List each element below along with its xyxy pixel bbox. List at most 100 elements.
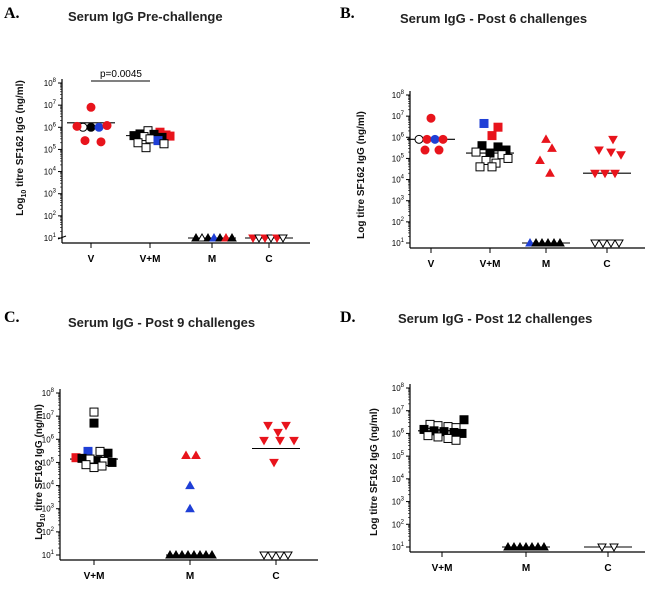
- x-tick-label: C: [603, 259, 610, 270]
- x-tick-label: M: [208, 254, 216, 265]
- y-tick-label: 103: [392, 497, 405, 507]
- y-tick-label: 103: [392, 196, 405, 206]
- y-tick-label: 102: [392, 217, 405, 227]
- y-tick-label: 102: [42, 527, 55, 537]
- x-tick-label: V+M: [84, 571, 105, 582]
- data-point: [488, 163, 496, 171]
- y-axis-label: Log10 titre SF162 IgG (ng/ml): [15, 80, 28, 216]
- data-point: [494, 123, 502, 131]
- y-tick-label: 108: [42, 388, 55, 398]
- data-point: [98, 462, 106, 470]
- data-point: [264, 422, 272, 429]
- data-point: [134, 139, 142, 147]
- y-tick-label: 104: [392, 474, 405, 484]
- x-tick-label: V: [88, 254, 95, 265]
- data-point: [268, 552, 276, 559]
- data-point: [276, 437, 284, 444]
- y-tick-label: 105: [42, 457, 55, 467]
- chart-title: Serum IgG - Post 12 challenges: [398, 311, 592, 326]
- y-tick-label: 106: [44, 122, 57, 132]
- data-point: [87, 103, 95, 111]
- y-tick-label: 107: [42, 411, 55, 421]
- chart-title: Serum IgG - Post 9 challenges: [68, 315, 255, 330]
- data-point: [73, 122, 81, 130]
- data-point: [431, 135, 439, 143]
- data-point: [494, 143, 502, 151]
- y-tick-label: 107: [44, 100, 57, 110]
- data-point: [536, 156, 544, 163]
- y-tick-label: 105: [44, 144, 57, 154]
- data-point: [95, 123, 103, 131]
- chart-panel-1: A. Serum IgG Pre-challengeLog10 titre SF1…: [4, 5, 310, 265]
- y-tick-label: 101: [392, 238, 405, 248]
- data-point: [90, 419, 98, 427]
- data-point: [609, 136, 617, 143]
- x-tick-label: V+M: [480, 259, 501, 270]
- data-point: [192, 451, 200, 458]
- p-value-annotation: p=0.0045: [100, 69, 142, 80]
- chart-panel-3: C. Serum IgG - Post 9 challenges Log10 tit…: [4, 309, 318, 582]
- data-point: [270, 459, 278, 466]
- y-tick-label: 106: [392, 132, 405, 142]
- data-point: [444, 434, 452, 442]
- y-tick-label: 102: [44, 211, 57, 221]
- data-point: [599, 240, 607, 247]
- y-axis-label: Log10 titre SF162 IgG (ng/ml): [34, 404, 47, 540]
- data-point: [90, 464, 98, 472]
- data-point: [434, 433, 442, 441]
- data-point: [274, 429, 282, 436]
- x-tick-label: V: [428, 259, 435, 270]
- chart-title: Serum IgG Pre-challenge: [68, 9, 223, 24]
- x-tick-label: V+M: [140, 254, 161, 265]
- data-point: [87, 123, 95, 131]
- x-tick-label: C: [272, 571, 279, 582]
- y-tick-label: 103: [44, 189, 57, 199]
- panel-label: C.: [4, 309, 20, 326]
- data-point: [166, 132, 174, 140]
- y-tick-label: 104: [42, 481, 55, 491]
- data-point: [607, 240, 615, 247]
- data-point: [435, 146, 443, 154]
- data-point: [424, 432, 432, 440]
- chart-panel-2: B. Serum IgG - Post 6 challenges Log titre…: [340, 5, 645, 270]
- y-tick-label: 108: [392, 90, 405, 100]
- data-point: [108, 458, 116, 466]
- data-point: [284, 552, 292, 559]
- data-point: [452, 436, 460, 444]
- data-point: [146, 135, 154, 143]
- data-point: [182, 451, 190, 458]
- data-point: [97, 138, 105, 146]
- chart-panel-4: D. Serum IgG - Post 12 challengesLog titr…: [340, 309, 645, 574]
- y-tick-label: 107: [392, 406, 405, 416]
- y-tick-label: 104: [44, 167, 57, 177]
- data-point: [460, 416, 468, 424]
- data-point: [472, 148, 480, 156]
- y-tick-label: 108: [44, 78, 57, 88]
- data-point: [290, 437, 298, 444]
- x-tick-label: V+M: [432, 563, 453, 574]
- data-point: [486, 149, 494, 157]
- y-tick-label: 106: [42, 434, 55, 444]
- data-point: [542, 135, 550, 142]
- data-point: [160, 140, 168, 148]
- data-point: [607, 149, 615, 156]
- x-tick-label: C: [265, 254, 272, 265]
- y-tick-label: 102: [392, 519, 405, 529]
- data-point: [421, 146, 429, 154]
- data-point: [186, 505, 194, 512]
- y-tick-label: 105: [392, 153, 405, 163]
- y-tick-label: 106: [392, 428, 405, 438]
- data-point: [504, 154, 512, 162]
- y-tick-label: 105: [392, 451, 405, 461]
- data-point: [427, 114, 435, 122]
- data-point: [476, 163, 484, 171]
- panel-label: B.: [340, 5, 355, 22]
- data-point: [186, 482, 194, 489]
- data-point: [439, 135, 447, 143]
- data-point: [282, 422, 290, 429]
- panel-label: D.: [340, 309, 356, 326]
- data-point: [104, 449, 112, 457]
- data-point: [548, 144, 556, 151]
- data-point: [260, 552, 268, 559]
- y-tick-label: 108: [392, 383, 405, 393]
